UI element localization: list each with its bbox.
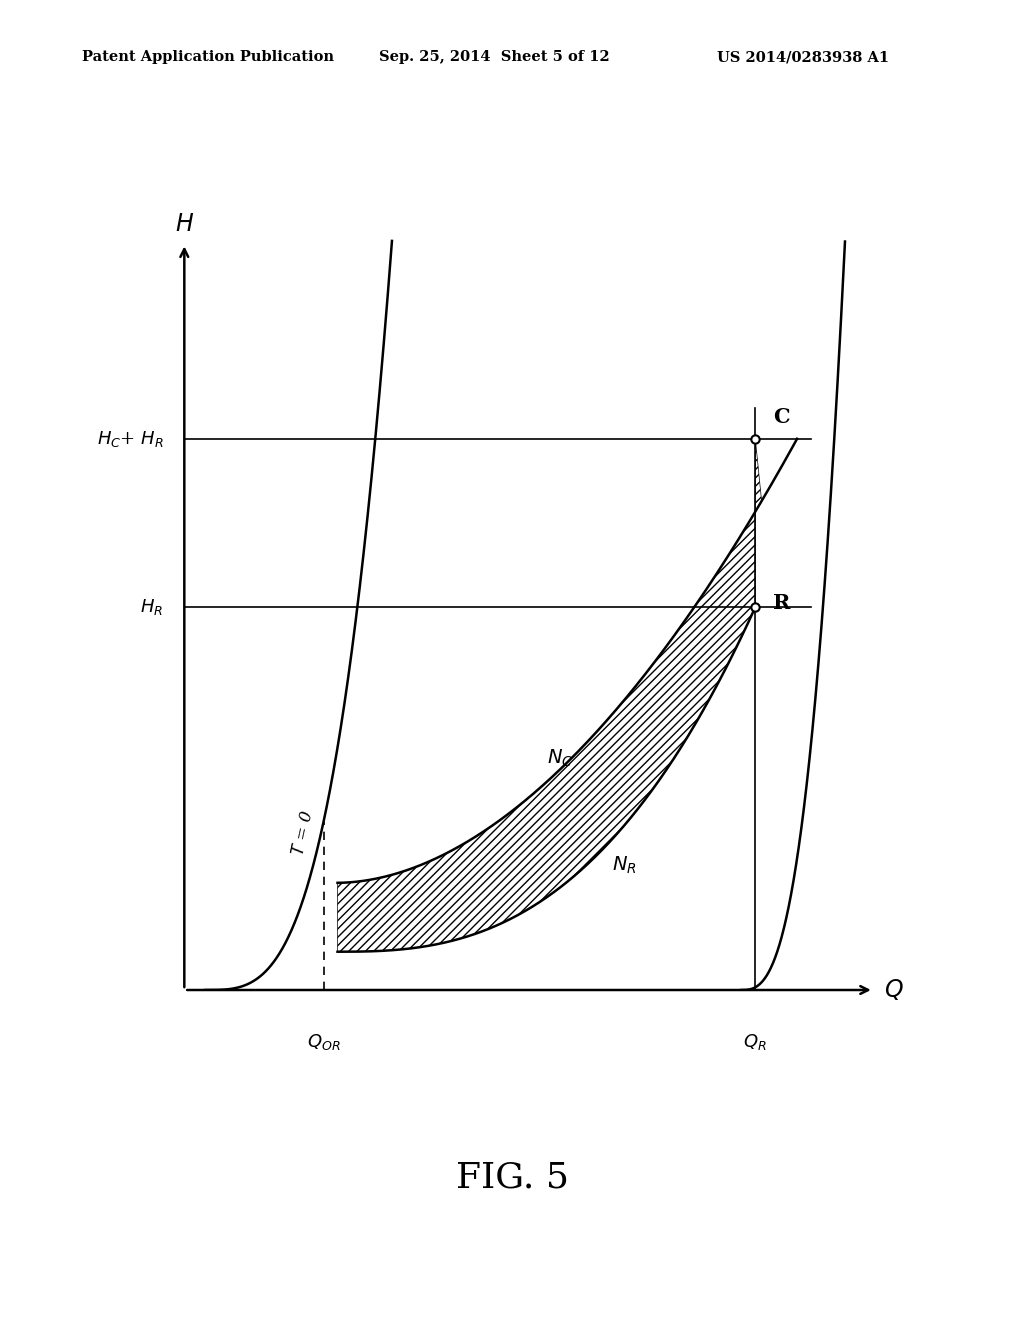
Text: $Q_{OR}$: $Q_{OR}$	[307, 1032, 340, 1052]
Text: US 2014/0283938 A1: US 2014/0283938 A1	[717, 50, 889, 65]
Text: Sep. 25, 2014  Sheet 5 of 12: Sep. 25, 2014 Sheet 5 of 12	[379, 50, 609, 65]
Text: $Q_R$: $Q_R$	[743, 1032, 767, 1052]
Text: FIG. 5: FIG. 5	[456, 1160, 568, 1195]
Text: $Q$: $Q$	[884, 978, 904, 1002]
Text: $N_C$: $N_C$	[547, 747, 572, 770]
Text: $T$ = 0: $T$ = 0	[291, 808, 316, 858]
Text: $H_R$: $H_R$	[140, 597, 164, 618]
Text: Patent Application Publication: Patent Application Publication	[82, 50, 334, 65]
Text: $H_C$+ $H_R$: $H_C$+ $H_R$	[96, 429, 164, 449]
Text: R: R	[773, 594, 791, 614]
Text: $H$: $H$	[175, 213, 194, 236]
Text: C: C	[773, 408, 790, 428]
Text: $N_R$: $N_R$	[611, 855, 637, 876]
